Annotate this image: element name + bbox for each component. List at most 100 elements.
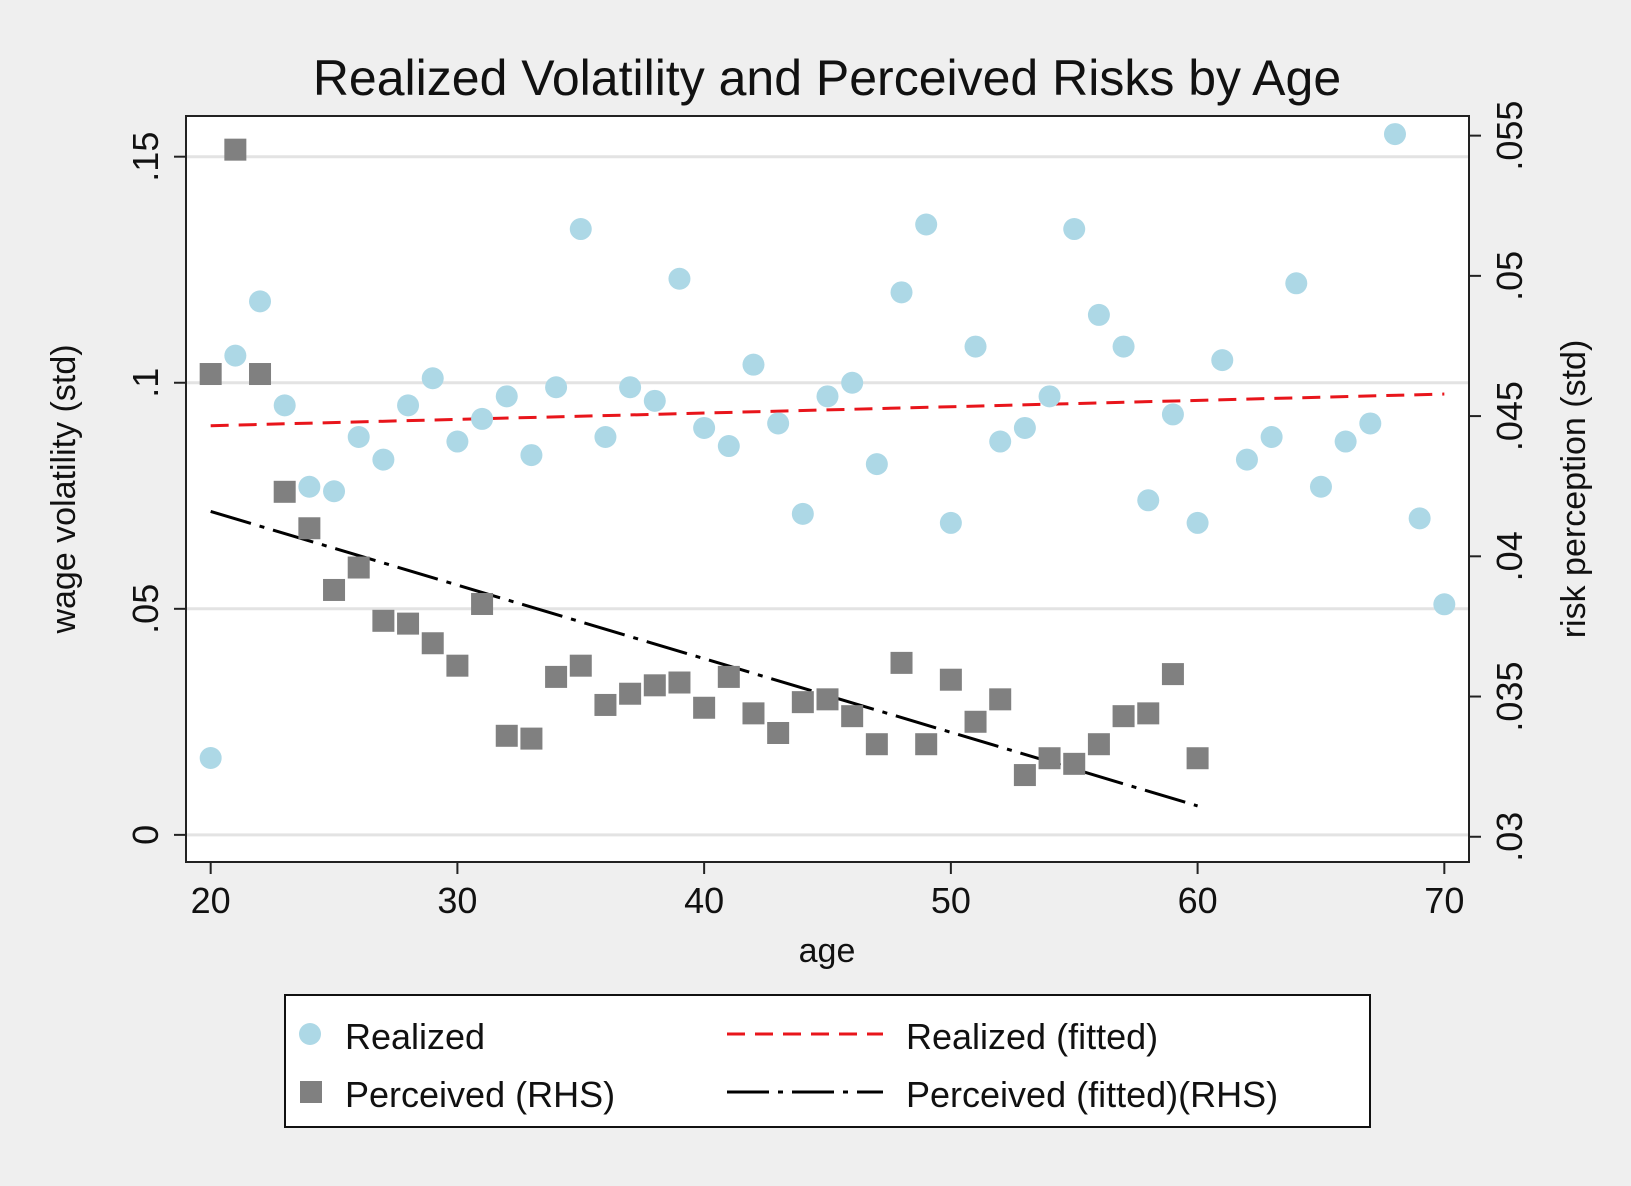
y-right-tick-label: .03 [1489,812,1530,862]
perceived-point [224,138,247,161]
perceived-point [767,721,790,744]
realized-point [224,344,247,367]
y-right-tick-label: .035 [1489,661,1530,731]
perceived-point [1087,733,1110,756]
realized-point [323,480,346,503]
realized-point [298,475,321,498]
realized-point [964,335,987,358]
perceived-point [989,688,1012,711]
perceived-point [865,733,888,756]
realized-point [1161,403,1184,426]
y-right-tick-label: .045 [1489,381,1530,451]
perceived-point [717,665,740,688]
realized-point [1063,218,1086,241]
y-right-tick-label: .05 [1489,251,1530,301]
realized-point [1186,511,1209,534]
realized-point [742,353,765,376]
perceived-point [471,592,494,615]
y-right-tick-label: .055 [1489,101,1530,171]
perceived-point [298,517,321,540]
legend-perceived-fitted-label: Perceived (fitted)(RHS) [906,1074,1278,1115]
realized-point [446,430,469,453]
chart-title: Realized Volatility and Perceived Risks … [313,50,1341,106]
perceived-point [446,654,469,677]
perceived-point [915,733,938,756]
perceived-point [495,724,518,747]
x-axis-label: age [799,932,856,970]
plot-area [185,115,1470,863]
realized-point [939,511,962,534]
gridlines [187,155,1468,837]
perceived-point [421,632,444,655]
perceived-point [273,480,296,503]
realized-point [520,444,543,467]
realized-point [865,453,888,476]
axes: 20 30 40 50 60 70 0 .05 .1 .15 .03 .035 .04 .045 .05 .0… [125,101,1530,921]
perceived-point [249,363,272,386]
realized-point [1013,416,1036,439]
realized-point [791,502,814,525]
perceived-point [816,688,839,711]
perceived-point [520,727,543,750]
x-tick-label: 70 [1424,880,1464,921]
realized-point [619,376,642,399]
realized-point [1038,385,1061,408]
realized-point [1260,426,1283,449]
realized-point [841,371,864,394]
perceived-point [569,654,592,677]
perceived-point [1013,764,1036,787]
perceived-point [1161,663,1184,686]
fitted-line [210,509,1199,808]
perceived-point [742,702,765,725]
realized-point [1285,272,1308,295]
perceived-point [841,705,864,728]
realized-point [1235,448,1258,471]
perceived-point [347,556,370,579]
perceived-point [372,609,395,632]
perceived-point [397,612,420,635]
realized-point [471,407,494,430]
realized-point [1309,475,1332,498]
legend-perceived-marker [300,1081,322,1103]
x-tick-label: 50 [931,880,971,921]
realized-point [767,412,790,435]
realized-point [569,218,592,241]
perceived-point [199,363,222,386]
realized-point [1433,593,1456,616]
realized-point [199,747,222,770]
perceived-point [964,710,987,733]
perceived-point [890,651,913,674]
realized-point [816,385,839,408]
legend-realized-fitted-label: Realized (fitted) [906,1016,1158,1057]
perceived-point [693,696,716,719]
legend-box [284,994,1371,1128]
legend-perceived-label: Perceived (RHS) [345,1074,615,1115]
realized-point [495,385,518,408]
realized-point [1137,489,1160,512]
perceived-point [545,665,568,688]
legend-realized-marker [299,1023,321,1045]
realized-point [594,426,617,449]
realized-point [989,430,1012,453]
perceived-point [1038,747,1061,770]
y-right-tick-label: .04 [1489,531,1530,581]
realized-point [372,448,395,471]
realized-point [1408,507,1431,530]
y-left-tick-label: .15 [125,132,166,182]
perceived-point [323,578,346,601]
perceived-point [643,674,666,697]
y-left-tick-label: 0 [125,825,166,845]
realized-point [915,213,938,236]
realized-point [717,435,740,458]
realized-point [249,290,272,313]
legend-realized-label: Realized [345,1016,485,1057]
x-tick-label: 60 [1178,880,1218,921]
realized-point [1383,123,1406,146]
realized-point [347,426,370,449]
realized-point [1211,349,1234,372]
realized-point [273,394,296,417]
series-layer [199,123,1456,808]
y-axis-label-left: wage volatility (std) [45,344,83,634]
perceived-point [1112,705,1135,728]
